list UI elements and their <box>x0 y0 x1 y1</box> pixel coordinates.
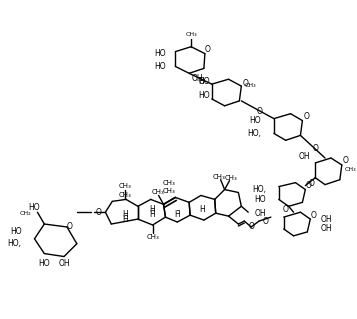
Text: CH₃: CH₃ <box>119 192 131 198</box>
Text: CH₃: CH₃ <box>212 174 225 180</box>
Text: O: O <box>199 77 205 86</box>
Text: O: O <box>303 112 309 121</box>
Text: HO: HO <box>10 227 22 236</box>
Text: O: O <box>310 211 316 220</box>
Text: HO: HO <box>154 49 166 58</box>
Text: CH₃: CH₃ <box>119 182 131 189</box>
Text: O: O <box>205 45 211 54</box>
Text: OH: OH <box>191 74 203 83</box>
Text: HO,: HO, <box>247 129 261 138</box>
Text: HO,: HO, <box>252 185 266 194</box>
Text: HO: HO <box>29 203 40 212</box>
Text: HO: HO <box>250 116 261 125</box>
Text: O: O <box>312 144 318 153</box>
Text: CH₃: CH₃ <box>162 180 175 186</box>
Text: H: H <box>199 205 205 214</box>
Text: OH: OH <box>299 152 310 160</box>
Text: O: O <box>242 79 248 88</box>
Text: HO: HO <box>198 77 210 86</box>
Text: CH₃: CH₃ <box>146 234 159 240</box>
Text: O: O <box>263 217 269 226</box>
Text: O: O <box>343 157 349 166</box>
Text: HO: HO <box>39 259 50 268</box>
Text: H: H <box>122 210 128 219</box>
Text: HO: HO <box>198 92 210 100</box>
Text: O: O <box>96 208 101 217</box>
Text: CH₃: CH₃ <box>151 189 164 195</box>
Text: O: O <box>283 205 288 214</box>
Text: HO: HO <box>154 62 166 71</box>
Text: H: H <box>149 205 155 214</box>
Text: O: O <box>308 179 314 188</box>
Text: HO,: HO, <box>7 239 22 248</box>
Text: CH₃: CH₃ <box>244 83 256 88</box>
Text: CH₃: CH₃ <box>225 175 238 181</box>
Text: CH₃: CH₃ <box>185 33 197 37</box>
Text: CH₃: CH₃ <box>345 167 356 172</box>
Text: O: O <box>305 181 311 190</box>
Text: OH: OH <box>320 215 332 224</box>
Text: H̄: H̄ <box>122 215 128 224</box>
Text: O: O <box>67 222 73 232</box>
Text: O: O <box>256 107 262 116</box>
Text: HO: HO <box>254 195 266 204</box>
Text: OH: OH <box>254 209 266 218</box>
Text: H̄: H̄ <box>175 210 180 219</box>
Text: H̄: H̄ <box>149 210 155 219</box>
Text: OH: OH <box>320 225 332 234</box>
Text: CH₃: CH₃ <box>162 188 175 194</box>
Text: CH₂: CH₂ <box>20 211 31 216</box>
Text: O: O <box>248 222 254 232</box>
Text: OH: OH <box>58 259 70 268</box>
